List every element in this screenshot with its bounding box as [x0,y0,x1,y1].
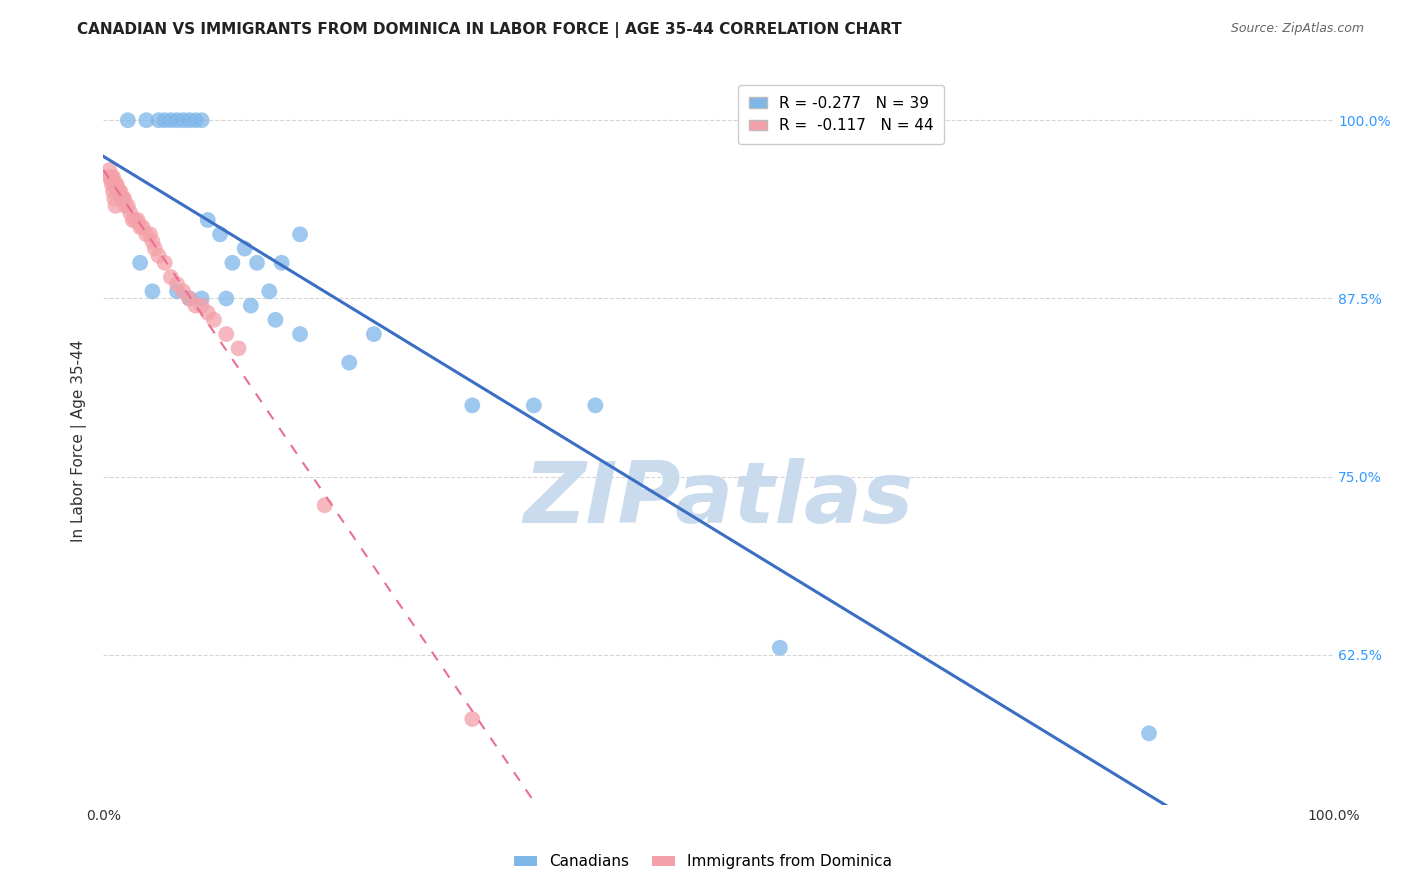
Point [141,285,163,299]
Point [197,306,219,320]
Point [1137,726,1160,740]
Point [117,199,139,213]
Point [270,256,292,270]
Point [103,178,125,192]
Point [153,256,176,270]
Point [101,170,124,185]
Point [288,227,311,242]
Point [179,292,201,306]
Point [105,178,128,192]
Point [108,185,131,199]
Point [101,170,124,185]
Point [264,313,287,327]
Point [246,256,269,270]
Point [104,199,127,213]
Point [98,170,121,185]
Point [110,185,132,199]
Point [461,398,484,412]
Point [172,285,194,299]
Point [259,285,281,299]
Text: CANADIAN VS IMMIGRANTS FROM DOMINICA IN LABOR FORCE | AGE 35-44 CORRELATION CHAR: CANADIAN VS IMMIGRANTS FROM DOMINICA IN … [77,22,903,38]
Y-axis label: In Labor Force | Age 35-44: In Labor Force | Age 35-44 [72,340,87,542]
Point [129,256,152,270]
Point [461,712,484,726]
Legend: R = -0.277   N = 39, R =  -0.117   N = 44: R = -0.277 N = 39, R = -0.117 N = 44 [738,85,945,145]
Text: Source: ZipAtlas.com: Source: ZipAtlas.com [1230,22,1364,36]
Point [124,213,146,227]
Point [101,185,124,199]
Point [215,327,238,342]
Point [523,398,546,412]
Point [215,292,238,306]
Point [139,227,162,242]
Point [111,192,134,206]
Point [179,292,201,306]
Point [148,249,170,263]
Point [197,213,219,227]
Text: ZIPatlas: ZIPatlas [523,458,914,541]
Point [100,170,122,185]
Point [143,242,166,256]
Point [101,178,124,192]
Point [127,213,149,227]
Point [129,220,152,235]
Point [166,113,188,128]
Point [104,178,127,192]
Point [190,292,212,306]
Point [141,235,163,249]
Point [583,398,606,412]
Point [160,113,183,128]
Point [233,242,256,256]
Point [184,299,207,313]
Point [107,185,129,199]
Point [769,640,792,655]
Point [190,299,212,313]
Point [184,113,207,128]
Point [131,220,153,235]
Point [135,227,157,242]
Point [160,270,183,285]
Point [120,206,142,220]
Point [221,256,243,270]
Legend: Canadians, Immigrants from Dominica: Canadians, Immigrants from Dominica [508,848,898,875]
Point [314,498,336,512]
Point [153,113,176,128]
Point [135,113,157,128]
Point [337,356,360,370]
Point [363,327,385,342]
Point [117,113,139,128]
Point [172,113,194,128]
Point [111,192,134,206]
Point [179,113,201,128]
Point [121,213,143,227]
Point [202,313,225,327]
Point [112,192,135,206]
Point [98,163,121,178]
Point [114,199,136,213]
Point [228,342,250,356]
Point [166,285,188,299]
Point [288,327,311,342]
Point [148,113,170,128]
Point [209,227,232,242]
Point [103,192,125,206]
Point [239,299,262,313]
Point [190,113,212,128]
Point [166,277,188,292]
